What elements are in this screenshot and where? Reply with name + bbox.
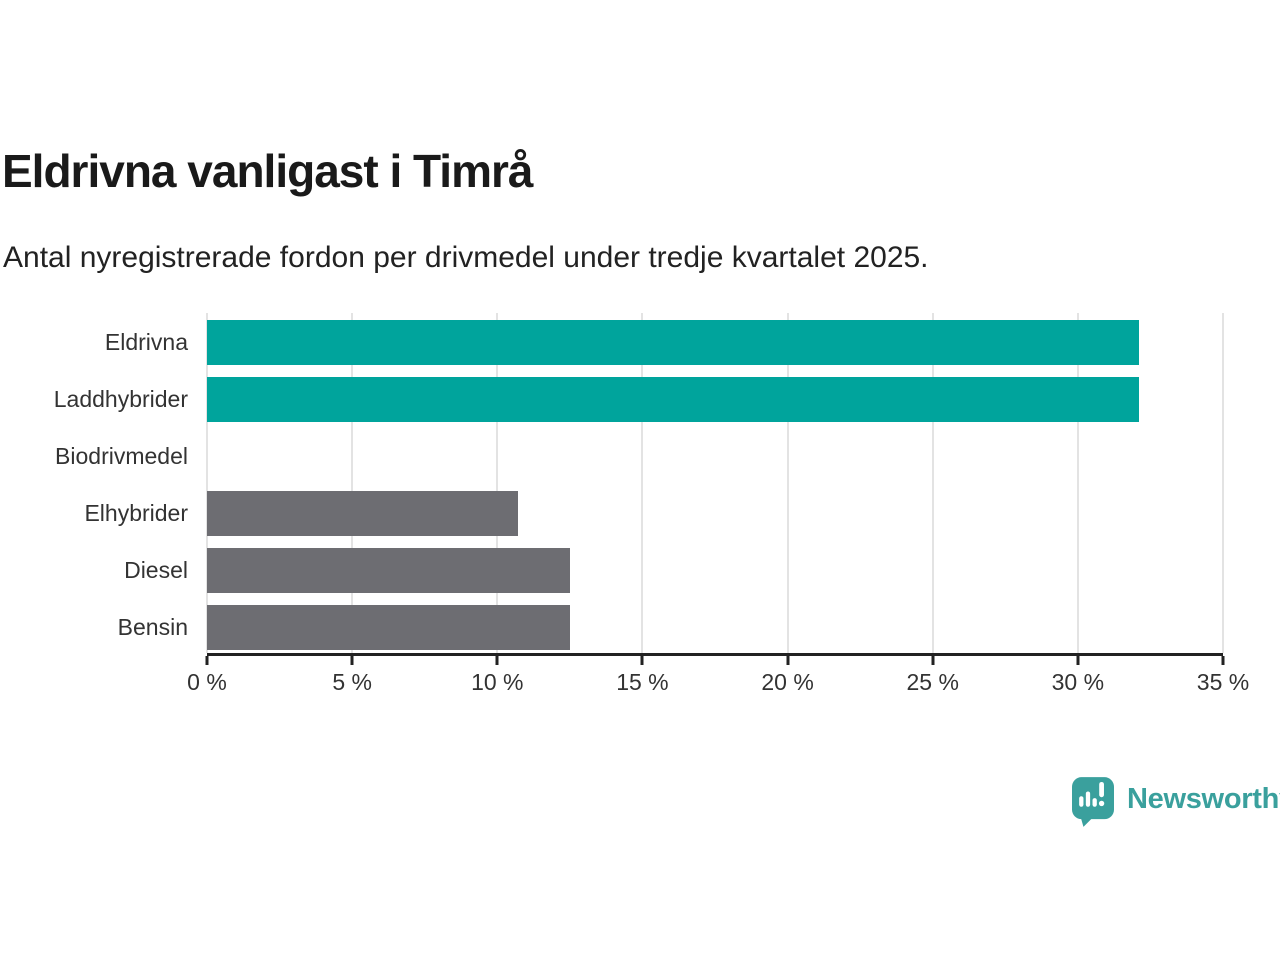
bar-bensin: [207, 605, 570, 650]
category-label: Bensin: [117, 614, 188, 640]
x-tick-label: 25 %: [906, 669, 959, 695]
x-tick-mark: [640, 656, 644, 665]
x-tick-mark: [350, 656, 354, 665]
x-tick-mark: [1221, 656, 1225, 665]
category-label: Diesel: [124, 557, 188, 583]
gridline: [931, 313, 934, 653]
x-axis: 0 % 5 % 10 % 15 % 20 % 25 % 30 % 35 %: [187, 656, 1249, 706]
x-tick-mark: [1076, 656, 1080, 665]
bar-diesel: [207, 548, 570, 593]
x-tick-label: 10 %: [471, 669, 524, 695]
category-label: Elhybrider: [84, 500, 188, 526]
gridline: [786, 313, 789, 653]
category-label: Laddhybrider: [53, 386, 188, 412]
x-tick-label: 0 %: [187, 669, 227, 695]
newsworthy-wordmark: Newsworthy: [1127, 783, 1280, 815]
newsworthy-icon: [1072, 777, 1114, 827]
bar-elhybrider: [207, 491, 518, 536]
mini-bar-chart-glyph: [1079, 781, 1105, 807]
x-tick-mark: [205, 656, 209, 665]
x-tick-mark: [495, 656, 499, 665]
x-tick-label: 20 %: [761, 669, 814, 695]
bar-eldrivna: [207, 320, 1139, 365]
category-labels: Eldrivna Laddhybrider Biodrivmedel Elhybrid…: [0, 313, 188, 653]
category-label: Eldrivna: [104, 329, 188, 355]
gridline: [206, 313, 208, 653]
gridline: [1076, 313, 1079, 653]
gridline: [496, 313, 499, 653]
x-tick-label: 5 %: [332, 669, 372, 695]
gridline: [1222, 313, 1224, 653]
gridline: [351, 313, 354, 653]
plot-area: [206, 313, 1224, 656]
gridline: [641, 313, 644, 653]
x-tick-label: 30 %: [1051, 669, 1105, 695]
x-tick-mark: [931, 656, 935, 665]
bar-laddhybrider: [207, 377, 1139, 422]
chart-subtitle: Antal nyregistrerade fordon per drivmede…: [3, 241, 929, 274]
newsworthy-logo: Newsworthy: [1072, 776, 1280, 828]
x-tick-label: 15 %: [616, 669, 669, 695]
category-label: Biodrivmedel: [55, 443, 188, 469]
x-tick-label: 35 %: [1196, 669, 1250, 695]
chart-title: Eldrivna vanligast i Timrå: [2, 145, 533, 197]
x-tick-mark: [786, 656, 790, 665]
